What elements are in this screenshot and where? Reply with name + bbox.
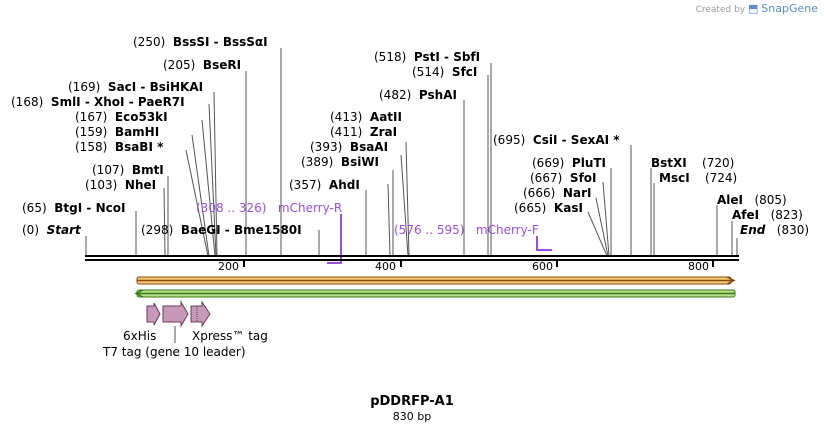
site-label-bmti[interactable]: (107) BmtI [92, 163, 164, 177]
site-label-afei[interactable]: AfeI (823) [732, 208, 803, 222]
tick-marks [243, 260, 714, 267]
tick-label-800: 800 [688, 260, 709, 273]
leader-line [400, 154, 409, 257]
site-label-sfoi[interactable]: (667) SfoI [530, 171, 597, 185]
snapgene-logo-icon: ⬒ [748, 2, 759, 15]
site-label-end[interactable]: End (830) [740, 223, 810, 237]
site-label-baegi[interactable]: (298) BaeGI - Bme1580I [141, 223, 302, 237]
feature-label-xpress[interactable]: Xpress™ tag [192, 329, 268, 343]
site-label-pshai[interactable]: (482) PshAI [379, 88, 457, 102]
site-label-sfci[interactable]: (514) SfcI [412, 65, 478, 79]
tick-label-600: 600 [532, 260, 553, 273]
plasmid-name: pDDRFP-A1 [370, 394, 454, 409]
xpress-tag-arrow[interactable] [190, 300, 211, 328]
site-label-bsiwi[interactable]: (389) BsiWI [301, 155, 380, 169]
mcherry-r-arrow[interactable] [327, 214, 342, 264]
tick-label-200: 200 [218, 260, 239, 273]
site-label-aatii[interactable]: (413) AatII [330, 110, 402, 124]
primer-label-mcherry-f[interactable]: (576 .. 595) mCherry-F [394, 223, 539, 237]
site-label-psti[interactable]: (518) PstI - SbfI [374, 50, 481, 64]
tick-label-400: 400 [375, 260, 396, 273]
primer-marks [327, 214, 552, 264]
his-tag-arrow[interactable] [146, 302, 161, 326]
primer-label-mcherry-r[interactable]: (308 .. 326) mCherry-R [196, 201, 343, 215]
site-label-bsabi[interactable]: (158) BsaBI * [75, 140, 164, 154]
mcherry-f-arrow[interactable] [536, 236, 552, 251]
site-label-smli[interactable]: (168) SmlI - XhoI - PaeR7I [11, 95, 185, 109]
site-label-pluti[interactable]: (669) PluTI [532, 156, 607, 170]
leader-lines [85, 48, 738, 257]
leader-line [185, 149, 209, 257]
site-label-bamhi[interactable]: (159) BamHI [75, 125, 160, 139]
leader-line [595, 197, 609, 257]
site-label-saci[interactable]: (169) SacI - BsiHKAI [68, 80, 204, 94]
site-label-eco53ki[interactable]: (167) Eco53kI [75, 110, 168, 124]
orf-green-arrow[interactable] [134, 289, 736, 298]
site-label-csii[interactable]: (695) CsiI - SexAI * [493, 133, 620, 147]
feature-label-t7[interactable]: T7 tag (gene 10 leader) [103, 345, 246, 359]
leader-line [213, 91, 218, 257]
leader-line [191, 134, 210, 257]
site-label-kasi[interactable]: (665) KasI [514, 201, 583, 215]
snapgene-credit: Created by ⬒ SnapGene [695, 2, 818, 15]
site-label-zrai[interactable]: (411) ZraI [330, 125, 398, 139]
feature-label-his[interactable]: 6xHis [123, 329, 157, 343]
site-label-nhei[interactable]: (103) NheI [85, 178, 157, 192]
site-label-bstxi[interactable]: BstXI (720) [651, 156, 735, 170]
site-label-alei[interactable]: AleI (805) [717, 193, 787, 207]
leader-line [602, 181, 610, 257]
leader-line [163, 187, 166, 257]
leader-line [208, 103, 217, 257]
site-label-ahdi[interactable]: (357) AhdI [289, 178, 360, 192]
site-label-btgi[interactable]: (65) BtgI - NcoI [22, 201, 126, 215]
leader-line [405, 141, 410, 257]
plasmid-length: 830 bp [392, 410, 432, 423]
sequence-backbone [85, 255, 739, 261]
site-label-msci[interactable]: MscI (724) [659, 171, 738, 185]
leader-line [201, 119, 216, 257]
site-label-bsssi[interactable]: (250) BssSI - BssSαI [133, 35, 268, 49]
orf-orange-arrow[interactable] [136, 276, 736, 285]
site-label-bseri[interactable]: (205) BseRI [163, 58, 242, 72]
leader-line [587, 211, 608, 257]
leader-line [387, 183, 391, 257]
orf-orange-head [726, 276, 736, 285]
t7-tag-arrow[interactable] [162, 300, 189, 328]
feature-arrows [146, 300, 211, 343]
site-label-start[interactable]: (0) Start [22, 223, 81, 237]
orf-green-head [134, 289, 144, 298]
site-label-bsaai[interactable]: (393) BsaAI [310, 140, 389, 154]
site-label-nari[interactable]: (666) NarI [523, 186, 592, 200]
